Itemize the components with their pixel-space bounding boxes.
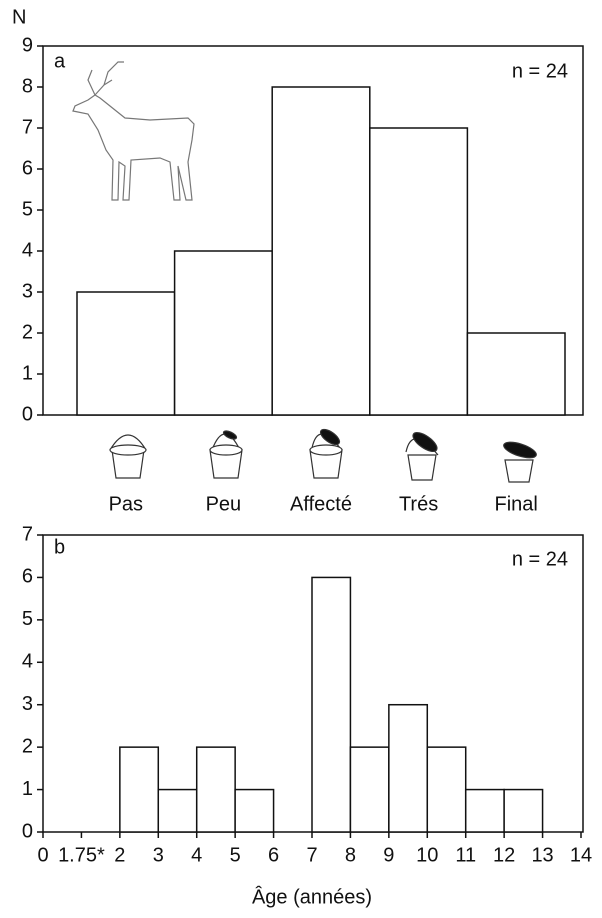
- y-tick-label: 1: [22, 778, 33, 800]
- y-tick-label: 4: [22, 651, 33, 673]
- y-tick-label: 2: [22, 735, 33, 757]
- bar: [77, 292, 175, 415]
- y-tick-label: 4: [22, 239, 33, 261]
- x-tick-label: 9: [383, 844, 394, 866]
- y-tick-label: 0: [22, 820, 33, 842]
- annotation: n = 24: [512, 60, 568, 82]
- y-tick-label: 6: [22, 566, 33, 588]
- bar: [370, 128, 468, 415]
- category-label: Peu: [206, 493, 242, 515]
- bar: [466, 790, 504, 832]
- x-axis-label: Âge (années): [252, 885, 372, 908]
- y-tick-label: 6: [22, 157, 33, 179]
- x-tick-label: 10: [416, 844, 438, 866]
- bar: [389, 705, 427, 832]
- bar: [427, 747, 465, 832]
- y-tick-label: 1: [22, 362, 33, 384]
- x-tick-label: 1.75*: [58, 844, 105, 866]
- x-tick-label: 2: [114, 844, 125, 866]
- bar: [312, 577, 350, 832]
- y-tick-label: 7: [22, 116, 33, 138]
- y-tick-label: 9: [22, 34, 33, 56]
- y-tick-label: 5: [22, 198, 33, 220]
- y-tick-label: 3: [22, 280, 33, 302]
- figure: N a n = 24 b n = 24 Âge (années) 0123456…: [0, 0, 602, 918]
- category-label: Trés: [399, 493, 438, 515]
- category-label: Final: [495, 493, 538, 515]
- panel-label: b: [54, 536, 65, 558]
- x-tick-label: 8: [345, 844, 356, 866]
- panel-label: a: [54, 50, 66, 72]
- bar: [235, 790, 273, 832]
- bucket-icons: [110, 427, 538, 482]
- x-tick-label: 12: [493, 844, 515, 866]
- bar: [272, 87, 370, 415]
- x-tick-label: 5: [230, 844, 241, 866]
- deer-illustration: [73, 62, 194, 200]
- bar: [120, 747, 158, 832]
- bar: [158, 790, 196, 832]
- bar: [504, 790, 542, 832]
- annotation: n = 24: [512, 548, 568, 570]
- bar: [197, 747, 235, 832]
- x-tick-label: 14: [570, 844, 592, 866]
- bar: [467, 333, 565, 415]
- y-tick-label: 3: [22, 693, 33, 715]
- x-tick-label: 7: [306, 844, 317, 866]
- bar: [175, 251, 273, 415]
- y-tick-label: 2: [22, 321, 33, 343]
- y-tick-label: 5: [22, 608, 33, 630]
- y-tick-label: 7: [22, 523, 33, 545]
- bar: [350, 747, 388, 832]
- x-tick-label: 11: [455, 844, 476, 866]
- x-tick-label: 3: [153, 844, 164, 866]
- page: {"chart_data": [ {"type": "bar", "y_labe…: [0, 0, 602, 918]
- y-tick-label: 8: [22, 75, 33, 97]
- category-label: Pas: [109, 493, 143, 515]
- x-tick-label: 6: [268, 844, 279, 866]
- category-label: Affecté: [290, 493, 352, 515]
- y-axis-label: N: [12, 6, 26, 28]
- x-tick-label: 4: [191, 844, 202, 866]
- x-tick-label: 13: [531, 844, 553, 866]
- x-tick-label: 0: [37, 844, 48, 866]
- y-tick-label: 0: [22, 403, 33, 425]
